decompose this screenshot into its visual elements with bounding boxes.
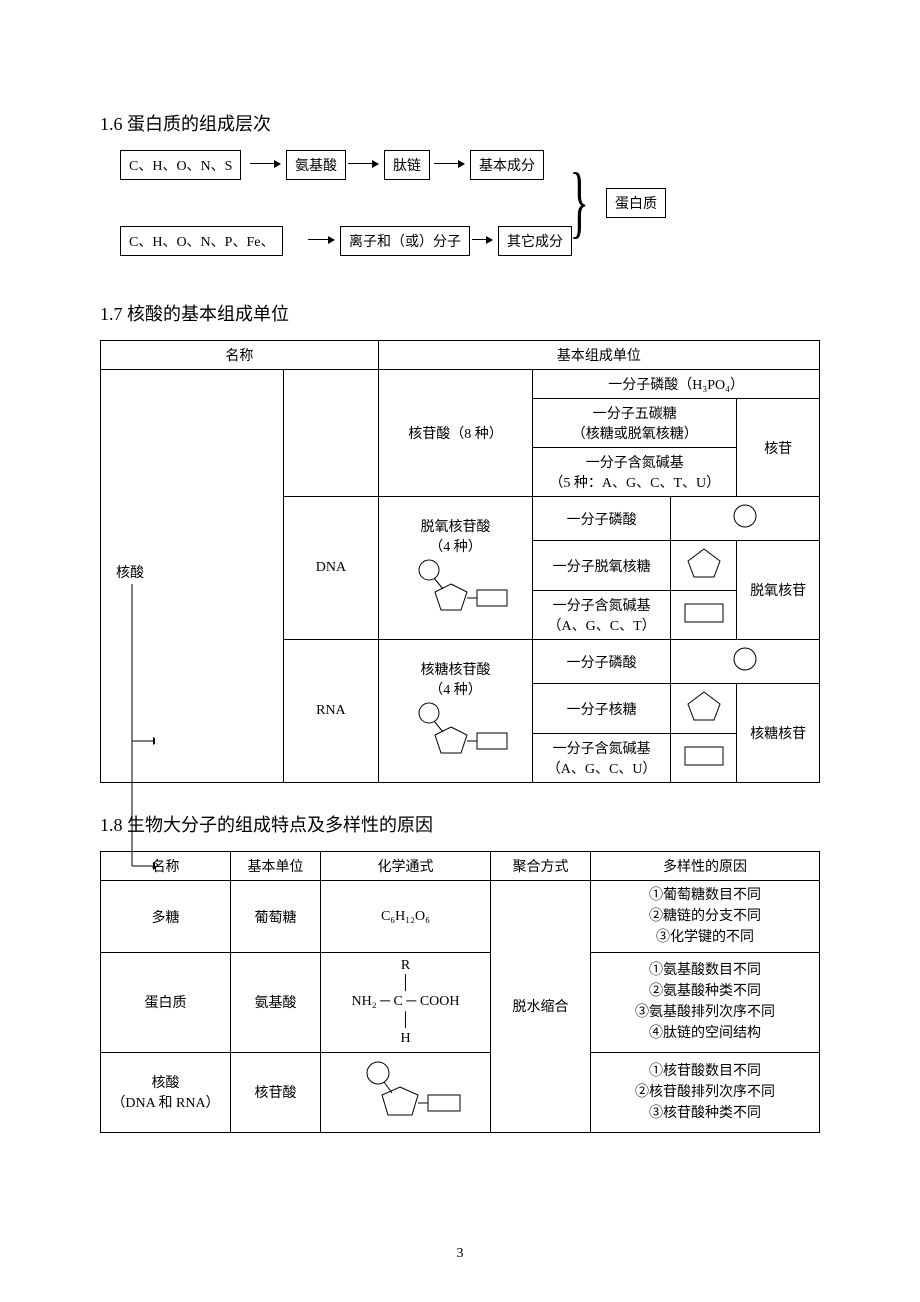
table-1-8: 名称 基本单位 化学通式 聚合方式 多样性的原因 多糖 葡萄糖 C₆H₁₂O₆ … <box>100 851 820 1133</box>
table-row: 名称 基本单位 化学通式 聚合方式 多样性的原因 <box>101 852 820 881</box>
arrow <box>434 163 464 164</box>
cell: 核糖核苷 <box>737 684 820 783</box>
box-peptide-chain: 肽链 <box>384 150 430 180</box>
cell: 一分子含氮碱基 （A、G、C、U） <box>533 734 671 783</box>
arrow <box>348 163 378 164</box>
cell-amino-formula: R │ NH₂ ─ C ─ COOH │ H <box>321 953 491 1053</box>
th-name: 名称 <box>101 341 379 370</box>
heading-1-8: 1.8 生物大分子的组成特点及多样性的原因 <box>100 811 820 837</box>
th: 聚合方式 <box>491 852 591 881</box>
heading-1-6: 1.6 蛋白质的组成层次 <box>100 110 820 136</box>
rect-icon <box>681 743 727 769</box>
cell-nucleotide-formula <box>321 1052 491 1132</box>
circle-icon <box>730 501 760 531</box>
box-ion-molecule: 离子和（或）分子 <box>340 226 470 256</box>
box-chonpfe: C、H、O、N、P、Fe、 <box>120 226 283 256</box>
cell: 氨基酸 <box>231 953 321 1053</box>
th: 基本单位 <box>231 852 321 881</box>
pentagon-icon <box>684 688 724 724</box>
flowchart-1-6: C、H、O、N、S 氨基酸 肽链 基本成分 C、H、O、N、P、Fe、 离子和（… <box>120 150 820 280</box>
arrow <box>472 239 492 240</box>
circle-icon <box>730 644 760 674</box>
cell: 一分子磷酸（H₃PO₄） <box>533 370 820 399</box>
cell <box>670 734 736 783</box>
cell-heshi: 核苷 <box>737 399 820 497</box>
cell-dna-unit: 脱氧核苷酸 （4 种） <box>378 497 533 640</box>
cell: 脱氧核苷 <box>737 541 820 640</box>
col-empty <box>284 370 379 497</box>
cell: C₆H₁₂O₆ <box>321 881 491 953</box>
cell: 一分子脱氧核糖 <box>533 541 671 591</box>
box-chons: C、H、O、N、S <box>120 150 241 180</box>
cell: 一分子含氮碱基 （5 种：A、G、C、T、U） <box>533 448 737 497</box>
th-unit: 基本组成单位 <box>378 341 819 370</box>
pentagon-icon <box>684 545 724 581</box>
rect-icon <box>681 600 727 626</box>
cell <box>670 497 819 541</box>
box-basic-component: 基本成分 <box>470 150 544 180</box>
cell <box>670 541 736 591</box>
cell: 核酸 （DNA 和 RNA） <box>101 1052 231 1132</box>
table-1-7: 名称 基本组成单位 核酸 核苷酸（8 种） 一分子磷酸（H₃P <box>100 340 820 783</box>
cell: 一分子含氮碱基 （A、G、C、T） <box>533 591 671 640</box>
label-hesuan: 核酸 <box>107 562 153 582</box>
cell: 核苷酸 <box>231 1052 321 1132</box>
nucleotide-icon <box>401 699 511 759</box>
nucleotide-icon <box>401 556 511 616</box>
cell: 一分子核糖 <box>533 684 671 734</box>
brace-icon: } <box>570 162 589 242</box>
cell: 一分子五碳糖 （核糖或脱氧核糖） <box>533 399 737 448</box>
table-row: 蛋白质 氨基酸 R │ NH₂ ─ C ─ COOH │ H ①氨基酸数目不同②… <box>101 953 820 1053</box>
arrow <box>250 163 280 164</box>
table-row: 核酸 核苷酸（8 种） 一分子磷酸（H₃PO₄） <box>101 370 820 399</box>
box-protein: 蛋白质 <box>606 188 666 218</box>
cell <box>670 591 736 640</box>
th: 化学通式 <box>321 852 491 881</box>
cell-reasons: ①葡萄糖数目不同②糖链的分支不同③化学键的不同 <box>591 881 820 953</box>
cell-reasons: ①氨基酸数目不同②氨基酸种类不同③氨基酸排列次序不同④肽链的空间结构 <box>591 953 820 1053</box>
cell: 一分子磷酸 <box>533 640 671 684</box>
arrow <box>308 239 334 240</box>
box-amino-acid: 氨基酸 <box>286 150 346 180</box>
cell <box>670 640 819 684</box>
cell <box>670 684 736 734</box>
box-other-component: 其它成分 <box>498 226 572 256</box>
cell-dna: DNA <box>284 497 379 640</box>
table-row: 名称 基本组成单位 <box>101 341 820 370</box>
cell-hesuan-unit: 核苷酸（8 种） <box>378 370 533 497</box>
heading-1-7: 1.7 核酸的基本组成单位 <box>100 300 820 326</box>
cell: 蛋白质 <box>101 953 231 1053</box>
table-row: 多糖 葡萄糖 C₆H₁₂O₆ 脱水缩合 ①葡萄糖数目不同②糖链的分支不同③化学键… <box>101 881 820 953</box>
page: 1.6 蛋白质的组成层次 C、H、O、N、S 氨基酸 肽链 基本成分 C、H、O… <box>0 0 920 1302</box>
cell: 一分子磷酸 <box>533 497 671 541</box>
cell-rna: RNA <box>284 640 379 783</box>
page-number: 3 <box>0 1246 920 1262</box>
table-row: 核酸 （DNA 和 RNA） 核苷酸 ①核苷酸数目不同②核苷酸排列次序不同③核苷… <box>101 1052 820 1132</box>
cell: 葡萄糖 <box>231 881 321 953</box>
cell-rna-unit: 核糖核苷酸 （4 种） <box>378 640 533 783</box>
nucleotide-icon <box>346 1057 466 1123</box>
cell-poly: 脱水缩合 <box>491 881 591 1133</box>
cell-reasons: ①核苷酸数目不同②核苷酸排列次序不同③核苷酸种类不同 <box>591 1052 820 1132</box>
th: 多样性的原因 <box>591 852 820 881</box>
